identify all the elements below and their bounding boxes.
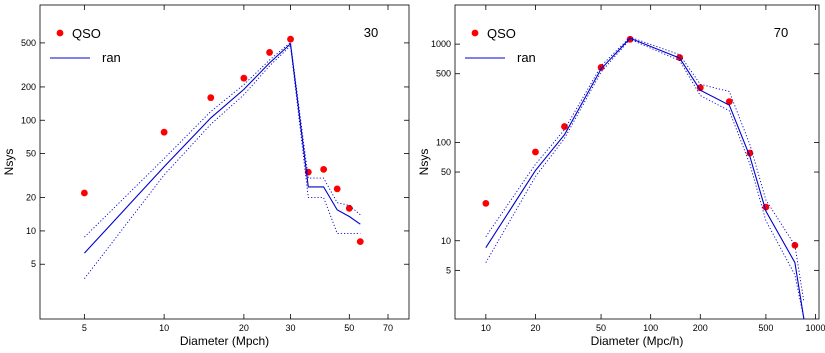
corner-label: 70	[774, 25, 788, 40]
y-tick-label: 50	[26, 149, 36, 159]
qso-point	[696, 84, 704, 92]
y-tick-label: 100	[436, 137, 451, 147]
plot-frame	[454, 4, 820, 320]
x-tick-label: 1000	[805, 323, 825, 333]
x-tick-label: 5	[82, 323, 87, 333]
x-axis-title: Diameter (Mpc/h)	[591, 334, 684, 348]
y-tick-label: 10	[26, 226, 36, 236]
qso-point	[240, 74, 248, 82]
legend-qso-marker	[471, 29, 479, 37]
x-tick-label: 500	[758, 323, 773, 333]
x-tick-label: 20	[530, 323, 540, 333]
qso-point	[597, 63, 605, 71]
qso-point	[287, 35, 294, 43]
x-tick-label: 20	[239, 323, 249, 333]
qso-point	[561, 123, 568, 130]
ran-bound-line	[84, 41, 361, 238]
qso-point	[333, 185, 341, 193]
ran-line	[485, 37, 805, 319]
x-tick-label: 10	[159, 323, 169, 333]
x-tick-label: 50	[344, 323, 354, 333]
qso-point	[320, 165, 328, 173]
left-panel: 5 10 20 30 50 70 5 10 20 50 100 200 500 Diameter (Mpc…	[2, 4, 410, 348]
qso-point	[266, 49, 273, 56]
x-tick-label: 50	[596, 323, 606, 333]
plot-frame	[39, 4, 410, 320]
data-layer	[482, 35, 805, 319]
qso-point	[207, 94, 215, 102]
x-tick-label: 100	[643, 323, 658, 333]
qso-point	[160, 128, 168, 136]
qso-point	[532, 148, 539, 156]
qso-point	[482, 199, 490, 207]
qso-point	[345, 204, 353, 212]
corner-label: 30	[364, 25, 378, 40]
y-tick-label: 1000	[431, 39, 451, 49]
x-tick-label: 10	[481, 323, 491, 333]
y-tick-label: 500	[436, 69, 451, 79]
y-tick-label: 100	[21, 115, 36, 125]
qso-point	[791, 241, 799, 249]
y-tick-label: 200	[21, 82, 36, 92]
x-tick-label: 70	[383, 323, 393, 333]
qso-point	[626, 35, 634, 43]
legend-ran-label: ran	[517, 50, 536, 65]
ran-bound-line	[485, 36, 805, 302]
qso-point	[725, 98, 733, 106]
data-layer	[80, 35, 364, 279]
y-tick-label: 5	[446, 265, 451, 275]
y-tick-label: 5	[31, 259, 36, 269]
y-axis-title: Nsys	[2, 149, 16, 176]
x-tick-label: 30	[286, 323, 296, 333]
x-axis-title: Diameter (Mpch)	[180, 334, 269, 348]
y-tick-label: 500	[21, 38, 36, 48]
y-tick-label: 50	[441, 167, 451, 177]
right-panel: 10 20 50 100 200 500 1000 5 10 50 100 500 1000 Diamet…	[417, 4, 825, 348]
qso-point	[80, 189, 88, 197]
legend-qso-marker	[56, 29, 64, 37]
y-axis-title: Nsys	[417, 149, 431, 176]
y-tick-label: 10	[441, 236, 451, 246]
legend-qso-label: QSO	[72, 26, 101, 41]
ran-line	[83, 42, 361, 254]
legend-qso-label: QSO	[487, 26, 516, 41]
x-tick-label: 200	[693, 323, 708, 333]
legend-ran-label: ran	[102, 50, 121, 65]
ran-bound-line	[84, 44, 361, 279]
qso-point	[356, 238, 364, 246]
y-tick-label: 20	[26, 193, 36, 203]
